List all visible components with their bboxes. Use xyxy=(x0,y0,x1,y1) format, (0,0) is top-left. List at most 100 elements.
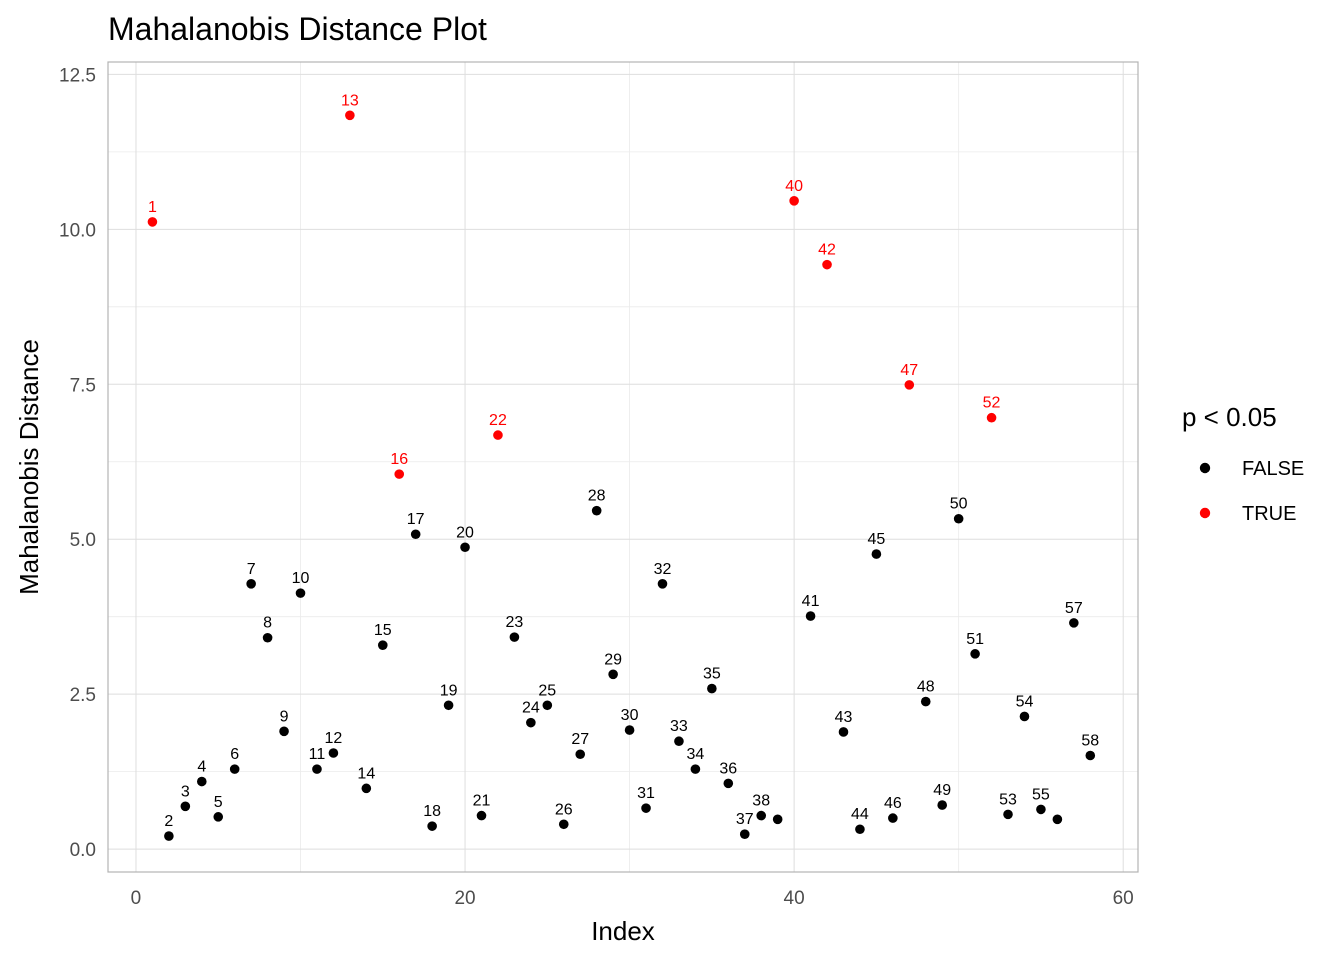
point-label: 7 xyxy=(247,561,256,578)
data-point xyxy=(213,812,224,822)
x-tick-label: 60 xyxy=(1113,888,1134,909)
data-point xyxy=(410,529,421,540)
point-label: 57 xyxy=(1065,600,1083,617)
data-point xyxy=(542,700,553,711)
point-label: 15 xyxy=(374,622,392,639)
point-label: 28 xyxy=(588,488,606,505)
legend-key-true xyxy=(1199,507,1211,519)
legend-label-true: TRUE xyxy=(1242,503,1296,525)
point-label: 26 xyxy=(555,801,573,818)
point-label: 58 xyxy=(1081,732,1099,749)
point-label: 46 xyxy=(884,795,902,812)
point-label: 33 xyxy=(670,718,688,735)
data-point xyxy=(328,748,339,758)
legend-title: p < 0.05 xyxy=(1182,402,1277,432)
point-label: 43 xyxy=(835,709,853,726)
point-label: 5 xyxy=(214,794,223,811)
data-point xyxy=(641,803,651,813)
point-label: 14 xyxy=(357,765,375,782)
data-point xyxy=(295,588,306,598)
point-label: 25 xyxy=(538,682,556,699)
data-point xyxy=(756,810,767,821)
data-point xyxy=(674,736,684,747)
axis-tick-labels: 0 20 40 60 0.0 2.5 5.0 7.5 10.0 12.5 xyxy=(59,65,1134,909)
point-label: 9 xyxy=(280,708,289,725)
data-point xyxy=(888,813,898,823)
data-point xyxy=(723,778,734,789)
data-point xyxy=(986,412,997,423)
chart-title: Mahalanobis Distance Plot xyxy=(108,11,487,47)
point-label: 51 xyxy=(966,631,984,648)
y-tick-label: 5.0 xyxy=(70,530,96,551)
data-point xyxy=(345,110,355,121)
legend-label-false: FALSE xyxy=(1242,458,1304,480)
data-point xyxy=(789,196,799,206)
data-point xyxy=(394,469,405,479)
data-point xyxy=(953,513,964,524)
point-label: 21 xyxy=(473,793,491,810)
point-label: 49 xyxy=(933,782,951,799)
point-label: 44 xyxy=(851,806,869,823)
data-point xyxy=(246,579,256,589)
plot-panel-border xyxy=(107,61,1139,873)
point-label: 45 xyxy=(867,531,885,548)
y-tick-label: 2.5 xyxy=(70,685,96,706)
point-label: 52 xyxy=(983,395,1001,412)
point-label: 54 xyxy=(1016,693,1034,710)
data-point xyxy=(377,640,388,650)
point-label: 22 xyxy=(489,412,507,429)
data-point xyxy=(920,696,931,707)
data-point xyxy=(147,217,158,227)
data-point xyxy=(1052,814,1063,825)
data-point xyxy=(312,764,322,774)
data-points: 1234567891011121314151617181920212223242… xyxy=(147,92,1099,841)
point-label: 35 xyxy=(703,666,721,683)
data-point xyxy=(427,821,437,831)
point-label: 42 xyxy=(818,242,836,259)
data-point xyxy=(624,725,635,735)
y-tick-label: 0.0 xyxy=(70,840,96,861)
point-label: 2 xyxy=(164,813,173,830)
point-label: 30 xyxy=(621,707,639,724)
data-point xyxy=(361,783,372,794)
data-point xyxy=(164,831,174,841)
data-point xyxy=(855,824,865,835)
point-label: 38 xyxy=(752,793,770,810)
data-point xyxy=(838,727,849,737)
y-tick-label: 7.5 xyxy=(70,375,96,396)
legend: p < 0.05 FALSE TRUE xyxy=(1182,402,1304,525)
data-point xyxy=(196,776,207,787)
point-label: 24 xyxy=(522,700,540,717)
data-point xyxy=(772,814,783,825)
data-point xyxy=(707,683,717,694)
data-point xyxy=(608,669,618,680)
point-label: 1 xyxy=(148,199,157,216)
data-point xyxy=(1003,809,1013,820)
point-label: 31 xyxy=(637,785,655,802)
point-label: 18 xyxy=(423,803,441,820)
point-label: 29 xyxy=(604,651,622,668)
y-tick-label: 12.5 xyxy=(59,65,96,86)
x-axis-title: Index xyxy=(591,916,655,946)
point-label: 23 xyxy=(506,614,524,631)
data-point xyxy=(690,764,701,774)
x-tick-label: 20 xyxy=(454,888,475,909)
data-point xyxy=(1069,618,1079,628)
data-point xyxy=(558,819,569,830)
point-label: 16 xyxy=(390,451,408,468)
point-label: 6 xyxy=(230,746,239,763)
point-label: 50 xyxy=(950,496,968,513)
point-label: 17 xyxy=(407,511,425,528)
data-point xyxy=(1036,804,1046,815)
data-point xyxy=(1085,750,1096,761)
x-tick-label: 40 xyxy=(784,888,805,909)
point-label: 12 xyxy=(325,730,343,747)
point-label: 41 xyxy=(802,593,820,610)
point-label: 48 xyxy=(917,679,935,696)
point-label: 20 xyxy=(456,524,474,541)
data-point xyxy=(805,611,816,621)
point-label: 3 xyxy=(181,783,190,800)
point-label: 53 xyxy=(999,791,1017,808)
data-point xyxy=(591,505,602,516)
point-label: 11 xyxy=(309,746,326,763)
